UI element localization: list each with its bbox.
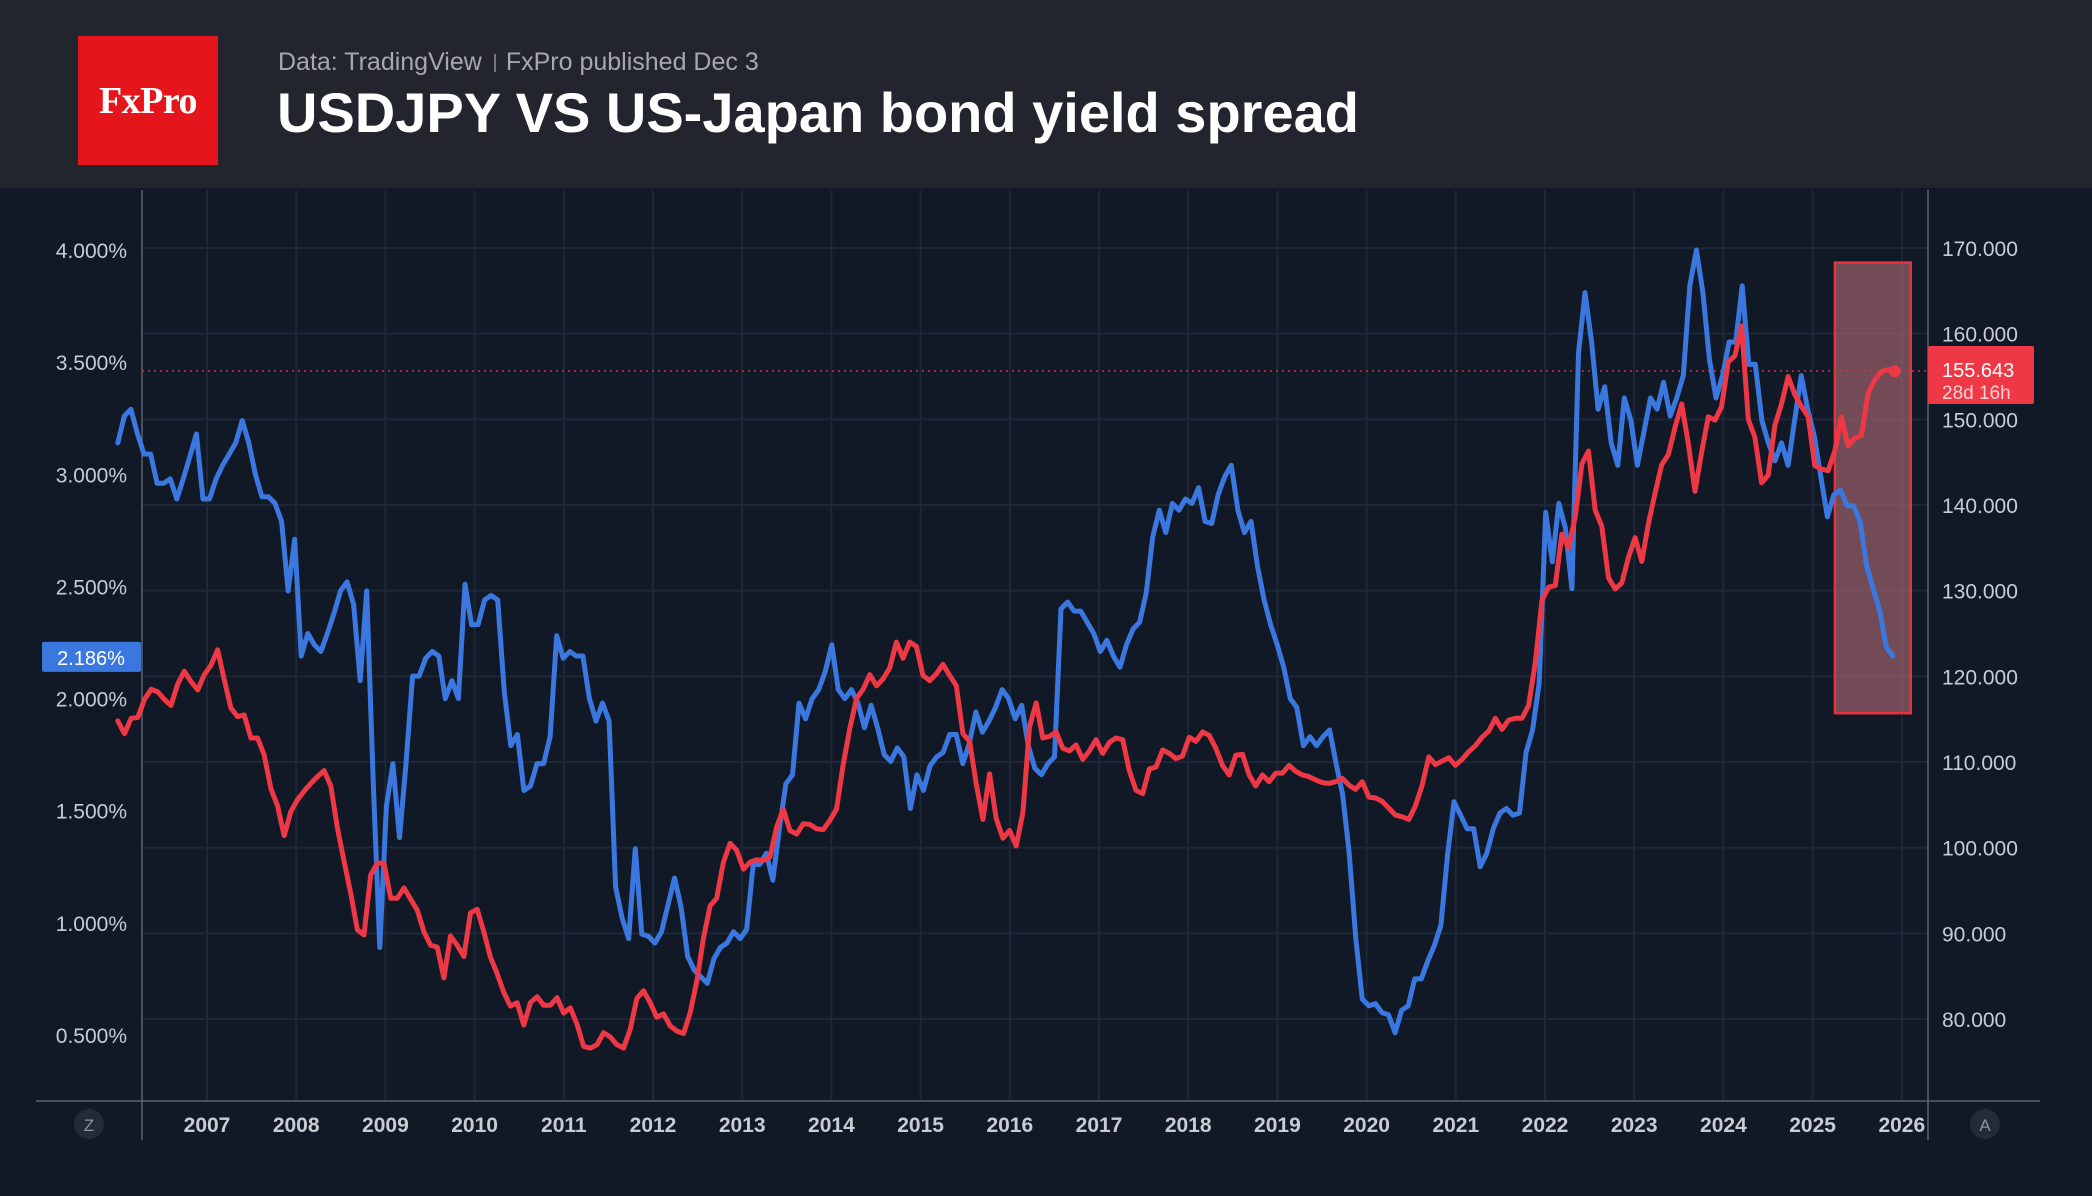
left-tick-label: 1.000% [56, 913, 127, 936]
x-tick-label: 2009 [362, 1114, 409, 1137]
right-tick-label: 110.000 [1942, 752, 2016, 775]
subtitle: Data: TradingView FxPro published Dec 3 [278, 48, 759, 77]
x-tick-label: 2026 [1878, 1114, 1925, 1137]
x-tick-label: 2024 [1700, 1114, 1747, 1137]
right-value-tag-countdown: 28d 16h [1942, 383, 2011, 404]
x-tick-label: 2018 [1165, 1114, 1212, 1137]
x-tick-label: 2014 [808, 1114, 855, 1137]
data-source-label: Data: TradingView [278, 48, 482, 76]
right-value-tag [1928, 345, 2034, 404]
right-tick-label: 150.000 [1942, 409, 2018, 432]
x-tick-label: 2017 [1076, 1114, 1123, 1137]
x-tick-label: 2022 [1522, 1114, 1569, 1137]
subtitle-divider [493, 54, 496, 73]
left-tick-label: 3.500% [56, 352, 127, 375]
header-bar: FxPro Data: TradingView FxPro published D… [0, 0, 2092, 188]
zoom-button [74, 1109, 104, 1139]
right-tick-label: 100.000 [1942, 838, 2018, 861]
x-tick-label: 2013 [719, 1114, 766, 1137]
left-tick-label: 4.000% [56, 240, 127, 263]
x-tick-label: 2023 [1611, 1114, 1658, 1137]
usdjpy-line [115, 323, 1898, 1051]
right-tick-label: 170.000 [1942, 238, 2018, 261]
x-tick-label: 2012 [630, 1114, 677, 1137]
highlight-box [1833, 261, 1912, 715]
x-tick-label: 2007 [184, 1114, 231, 1137]
spread-line [115, 247, 1896, 1036]
x-tick-label: 2020 [1343, 1114, 1390, 1137]
right-tick-label: 160.000 [1942, 324, 2018, 347]
left-tick-label: 2.000% [56, 689, 127, 712]
right-tick-label: 130.000 [1942, 581, 2018, 604]
x-tick-label: 2019 [1254, 1114, 1301, 1137]
x-tick-label: 2021 [1432, 1114, 1479, 1137]
x-tick-label: 2011 [541, 1114, 587, 1137]
auto-scale-button [1970, 1109, 2000, 1139]
right-tick-label: 80.000 [1942, 1009, 2006, 1032]
auto-scale-button-label: A [1979, 1116, 1991, 1135]
right-tick-label: 140.000 [1942, 495, 2018, 518]
published-label: FxPro published Dec 3 [505, 48, 759, 76]
x-tick-label: 2010 [451, 1114, 498, 1137]
usdjpy-last-point [1888, 365, 1901, 378]
right-value-tag-label: 155.643 [1942, 360, 2014, 382]
left-value-tag [42, 641, 141, 672]
chart-title: USDJPY VS US-Japan bond yield spread [277, 81, 1359, 144]
x-tick-label: 2016 [986, 1114, 1033, 1137]
fxpro-logo: FxPro [78, 36, 218, 165]
left-tick-label: 0.500% [56, 1025, 127, 1048]
left-tick-label: 1.500% [56, 801, 127, 824]
x-tick-label: 2025 [1789, 1114, 1836, 1137]
left-tick-label: 2.500% [56, 576, 127, 599]
left-tick-label: 3.000% [56, 464, 127, 487]
left-value-tag-label: 2.186% [57, 648, 125, 670]
right-tick-label: 90.000 [1942, 923, 2006, 946]
logo-text: FxPro [98, 79, 198, 122]
x-tick-label: 2008 [273, 1114, 320, 1137]
x-tick-label: 2015 [897, 1114, 944, 1137]
right-tick-label: 120.000 [1942, 666, 2018, 689]
zoom-button-label: Z [84, 1116, 94, 1135]
